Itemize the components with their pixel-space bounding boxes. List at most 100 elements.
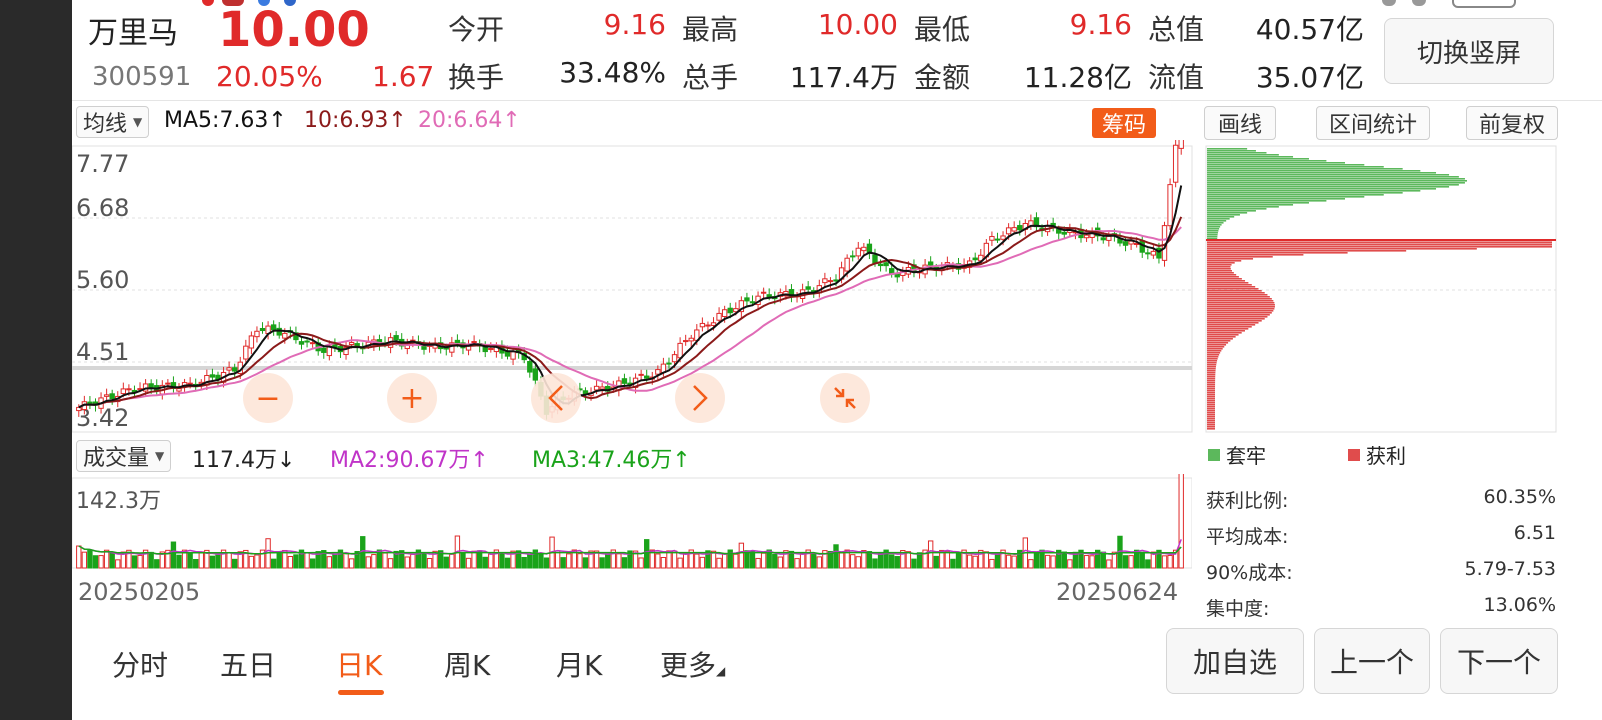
- volume-chart[interactable]: 142.3万: [72, 474, 1192, 574]
- draw-line-button[interactable]: 画线: [1204, 106, 1276, 140]
- chip-bar: [1207, 230, 1219, 232]
- collapse-button[interactable]: [820, 373, 870, 423]
- chip-bar: [1207, 276, 1239, 278]
- chip-bar: [1207, 254, 1304, 256]
- volume-bar: [811, 554, 817, 569]
- add-watchlist-button[interactable]: 加自选: [1166, 628, 1304, 694]
- volume-bar: [426, 557, 433, 569]
- volume-bar: [699, 556, 706, 569]
- volume-bar: [588, 550, 594, 569]
- volume-bar: [543, 557, 550, 569]
- chip-bar: [1207, 372, 1216, 374]
- volume-bar: [805, 549, 811, 569]
- candle-body: [833, 279, 839, 282]
- volume-bar: [538, 553, 544, 569]
- chip-bar: [1207, 380, 1216, 382]
- tab-five-day[interactable]: 五日: [220, 649, 277, 682]
- volume-ma2: MA2:90.67万↑: [330, 448, 489, 473]
- volume-bar: [866, 551, 873, 569]
- chip-bar: [1207, 286, 1256, 288]
- minus-icon: −: [255, 381, 280, 416]
- tab-monthly-k[interactable]: 月K: [556, 649, 603, 682]
- tab-daily-k[interactable]: 日K: [336, 649, 383, 682]
- tab-more[interactable]: 更多◢: [660, 649, 726, 682]
- candle-body: [321, 347, 327, 353]
- volume-bar: [126, 549, 132, 569]
- volume-bar: [727, 549, 733, 569]
- chip-bar: [1207, 288, 1259, 290]
- next-stock-button[interactable]: 下一个: [1440, 628, 1558, 694]
- volume-bar: [827, 550, 834, 569]
- status-icon: [1382, 0, 1396, 6]
- volume-bar: [632, 550, 639, 569]
- forward-adjust-button[interactable]: 前复权: [1466, 106, 1558, 140]
- candle-body: [671, 354, 678, 363]
- candle-body: [655, 369, 661, 375]
- ma-selector-dropdown[interactable]: 均线 ▼: [76, 106, 150, 138]
- volume-bar: [850, 554, 856, 569]
- tab-weekly-k[interactable]: 周K: [444, 649, 491, 682]
- chip-bar: [1207, 238, 1218, 240]
- chip-stat-profit-ratio: 获利比例: 60.35%: [1206, 486, 1556, 512]
- candle-body: [1061, 231, 1067, 235]
- indicator-selector-dropdown[interactable]: 成交量 ▼: [76, 440, 172, 472]
- chip-bar: [1207, 368, 1216, 370]
- chip-bar: [1207, 354, 1220, 356]
- scroll-left-button[interactable]: [531, 373, 581, 423]
- chip-bar: [1207, 318, 1265, 320]
- scroll-right-button[interactable]: [675, 373, 725, 423]
- chevron-left-icon: [548, 385, 563, 411]
- chip-bar: [1207, 388, 1216, 390]
- candle-body: [109, 393, 115, 400]
- kline-chart[interactable]: 7.77 6.68 5.60 4.51 3.42 − +: [72, 140, 1602, 440]
- chip-bar: [1207, 262, 1235, 264]
- candle-body: [1172, 144, 1179, 183]
- volume-bar: [254, 554, 260, 569]
- volume-bar: [950, 558, 956, 569]
- chip-bar: [1207, 212, 1248, 214]
- chip-bar: [1207, 342, 1229, 344]
- chip-bar: [1207, 228, 1220, 230]
- chip-bar: [1207, 252, 1348, 254]
- volume-bar: [799, 552, 806, 569]
- chip-bar: [1207, 322, 1259, 324]
- chip-distribution-button[interactable]: 筹码: [1092, 108, 1157, 138]
- chip-bar: [1207, 274, 1237, 276]
- chip-bar: [1207, 324, 1256, 326]
- chip-bar: [1207, 174, 1450, 176]
- previous-stock-button[interactable]: 上一个: [1314, 628, 1430, 694]
- switch-portrait-button[interactable]: 切换竖屏: [1384, 18, 1554, 84]
- zoom-out-button[interactable]: −: [243, 373, 293, 423]
- chip-bar: [1207, 334, 1239, 336]
- volume-bar: [755, 557, 761, 569]
- volume-bar: [939, 549, 945, 569]
- volume-bar: [733, 553, 739, 569]
- range-stats-button[interactable]: 区间统计: [1316, 106, 1430, 140]
- volume-bar: [861, 550, 867, 569]
- chip-bar: [1207, 258, 1254, 260]
- volume-bar: [721, 552, 728, 569]
- volume-bar: [777, 556, 784, 569]
- candle-body: [471, 341, 477, 344]
- tab-intraday[interactable]: 分时: [112, 649, 169, 682]
- chip-stat-concentration: 集中度: 13.06%: [1206, 594, 1556, 620]
- zoom-in-button[interactable]: +: [387, 373, 437, 423]
- volume-bar: [833, 544, 839, 569]
- chip-bar: [1207, 374, 1216, 376]
- volume-bar: [98, 555, 104, 569]
- chip-bar: [1207, 202, 1309, 204]
- volume-bar: [760, 552, 767, 569]
- chip-bar: [1207, 290, 1262, 292]
- candle-body: [883, 262, 889, 267]
- candle-body: [231, 367, 238, 372]
- volume-bar: [599, 557, 605, 569]
- chip-bar: [1207, 158, 1309, 160]
- volume-bar: [766, 549, 772, 569]
- volume-bar: [927, 540, 934, 569]
- stat-high: 最高 10.00: [682, 8, 898, 46]
- volume-bar: [315, 551, 321, 569]
- chip-bar: [1207, 196, 1365, 198]
- volume-bar: [1005, 554, 1012, 569]
- volume-bar: [1078, 549, 1084, 569]
- candle-body: [1017, 225, 1023, 231]
